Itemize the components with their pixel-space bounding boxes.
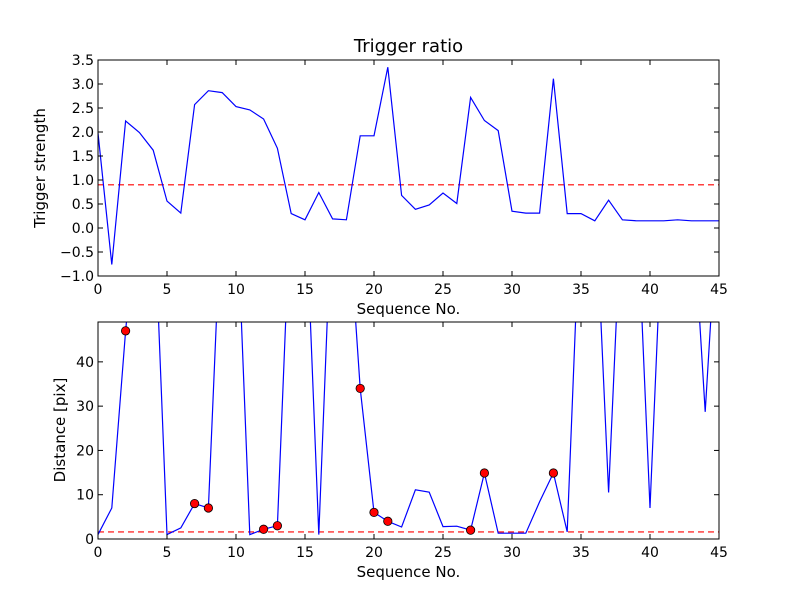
y-tick-label: 2.5 (72, 101, 94, 117)
x-tick-label: 20 (365, 282, 383, 298)
y-tick-label: −0.5 (60, 245, 94, 261)
x-tick-label: 25 (434, 282, 452, 298)
y-tick-label: 0 (85, 532, 94, 548)
y-tick-label: 40 (76, 355, 94, 371)
x-tick-label: 15 (296, 545, 314, 561)
series-line (98, 67, 719, 265)
y-tick-labels: 0 10 20 30 40 (76, 355, 94, 548)
highlight-markers (121, 326, 559, 535)
plot-frame (97, 321, 720, 540)
y-tick-label: 3.5 (72, 53, 94, 69)
data-marker (355, 383, 365, 394)
y-tick-label: 0.0 (72, 221, 94, 237)
x-tick-label: 40 (641, 282, 659, 298)
x-tick-labels: 0 5 10 15 20 25 30 35 40 45 (94, 282, 728, 298)
x-tick-label: 15 (296, 282, 314, 298)
y-tick-label: 20 (76, 443, 94, 459)
data-marker (548, 468, 559, 478)
x-tick-label: 40 (641, 545, 659, 561)
plot-frame (97, 59, 720, 277)
y-tick-label: 1.0 (72, 173, 94, 189)
data-marker (121, 326, 131, 336)
data-marker (272, 521, 282, 531)
trigger-ratio-chart: Trigger ratio Sequence No. Trigger stren… (31, 36, 728, 318)
y-tick-label: 3.0 (72, 77, 94, 93)
data-marker (190, 498, 200, 509)
y-tick-label: 0.5 (72, 197, 94, 213)
y-tick-label: 1.5 (72, 149, 94, 165)
x-tick-label: 0 (94, 282, 103, 298)
x-tick-label: 45 (710, 282, 728, 298)
x-tick-label: 10 (227, 282, 245, 298)
x-tick-label: 10 (227, 545, 245, 561)
series-line (98, 322, 712, 536)
x-tick-labels: 0 5 10 15 20 25 30 35 40 45 (94, 545, 728, 561)
x-tick-label: 30 (503, 545, 521, 561)
distance-chart: Sequence No. Distance [pix] 0 5 10 15 20 25 30… (51, 321, 728, 581)
x-axis-label: Sequence No. (357, 563, 461, 581)
data-marker (479, 468, 489, 478)
y-axis-label: Distance [pix] (51, 378, 69, 483)
data-marker (369, 507, 379, 518)
y-tick-label: 2.0 (72, 125, 94, 141)
x-axis-label: Sequence No. (357, 300, 461, 318)
x-tick-label: 0 (94, 545, 103, 561)
tick-marks (97, 59, 720, 277)
data-marker (258, 524, 269, 534)
x-tick-label: 20 (365, 545, 383, 561)
y-tick-labels: −1.0 −0.5 0.0 0.5 1.0 1.5 2.0 2.5 3.0 3.5 (60, 53, 94, 285)
x-tick-label: 5 (163, 282, 172, 298)
x-tick-label: 45 (710, 545, 728, 561)
chart-title: Trigger ratio (353, 36, 463, 57)
y-axis-label: Trigger strength (31, 108, 49, 229)
tick-marks (97, 322, 720, 540)
y-tick-label: 10 (76, 488, 94, 504)
x-tick-label: 30 (503, 282, 521, 298)
x-tick-label: 35 (572, 282, 590, 298)
x-tick-label: 25 (434, 545, 452, 561)
data-marker (203, 503, 213, 513)
x-tick-label: 35 (572, 545, 590, 561)
data-marker (465, 525, 476, 535)
x-tick-label: 5 (163, 545, 172, 561)
y-tick-label: −1.0 (60, 269, 94, 285)
data-marker (383, 516, 393, 526)
y-tick-label: 30 (76, 399, 94, 415)
